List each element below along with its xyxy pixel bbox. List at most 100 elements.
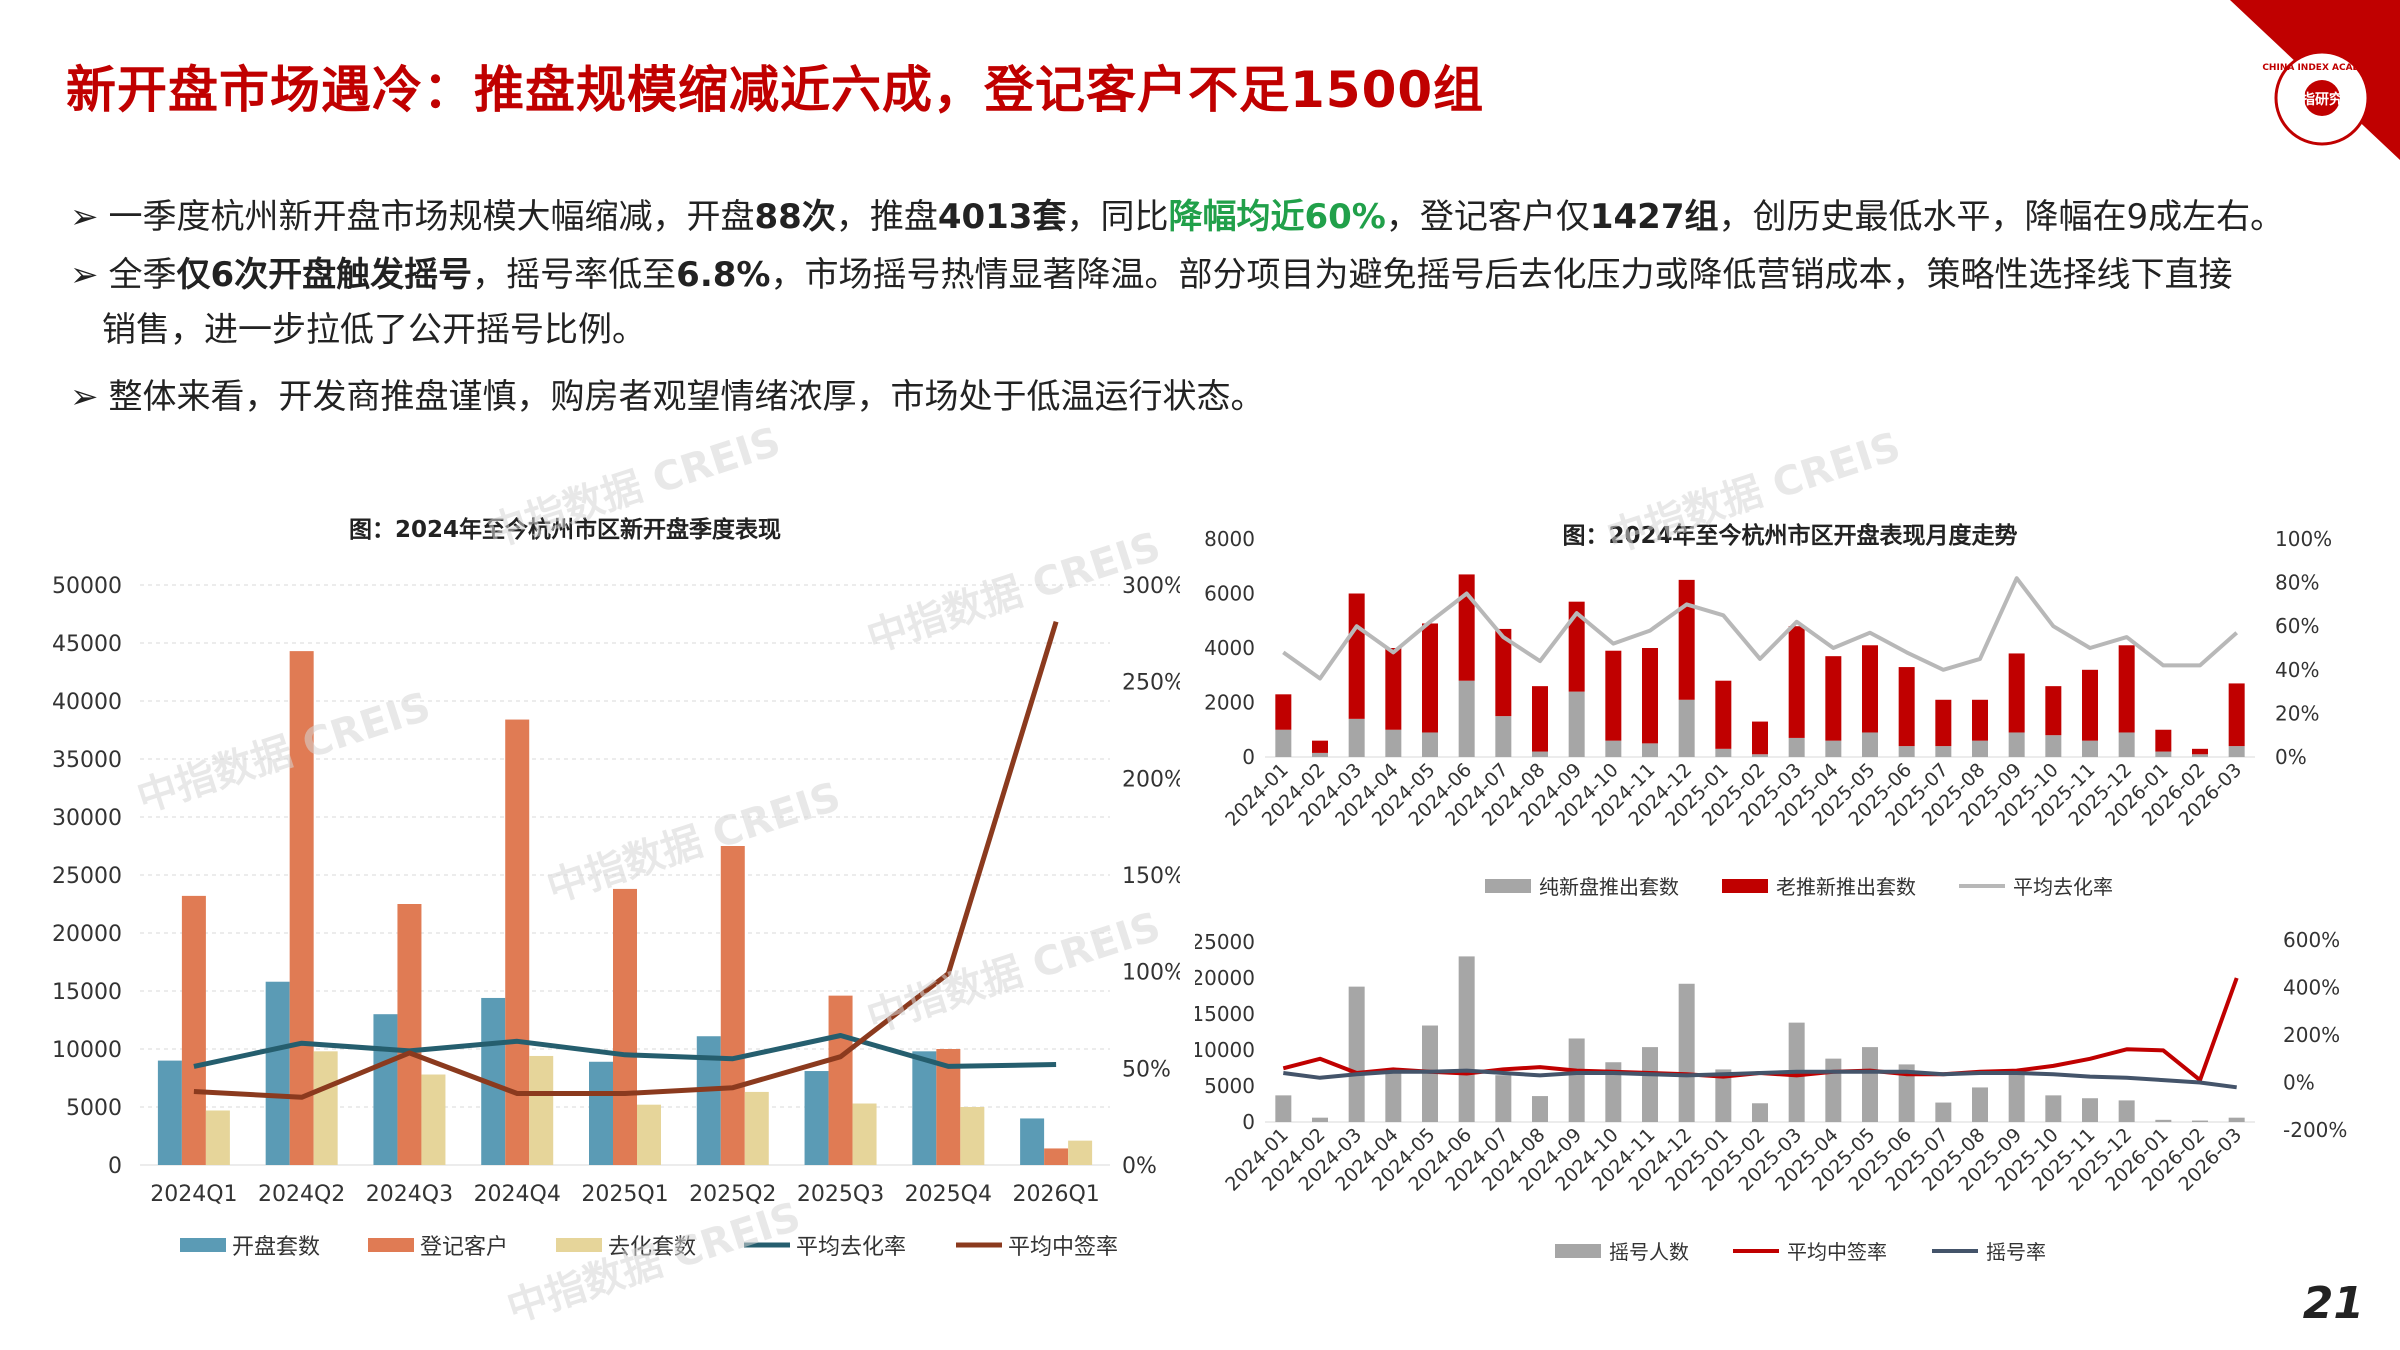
bar-摇号人数: [1568, 1038, 1585, 1122]
bar-开盘套数: [804, 1071, 829, 1165]
bar-纯新盘推出套数: [2045, 735, 2062, 757]
x-tick-label: 2025Q3: [797, 1182, 884, 1207]
bar-纯新盘推出套数: [1495, 716, 1512, 757]
bar-纯新盘推出套数: [1678, 699, 1695, 757]
bar-摇号人数: [1972, 1087, 1988, 1122]
bar-纯新盘推出套数: [1715, 748, 1732, 757]
bar-登记客户: [397, 904, 422, 1165]
bar-老推新推出套数: [1825, 656, 1842, 741]
y-tick-label: 4000: [1204, 636, 1255, 660]
bar-老推新推出套数: [1898, 667, 1915, 747]
bar-老推新推出套数: [1568, 601, 1585, 692]
legend-label: 摇号人数: [1609, 1240, 1689, 1264]
y2-tick-label: 600%: [2283, 928, 2340, 952]
y2-tick-label: 80%: [2275, 571, 2319, 595]
legend-label: 平均去化率: [2013, 875, 2113, 899]
legend-label: 平均中签率: [1787, 1240, 1887, 1264]
bar-老推新推出套数: [2228, 683, 2245, 747]
line-平均去化率: [193, 1033, 1057, 1069]
bar-老推新推出套数: [2045, 686, 2062, 736]
x-tick-label: 2025Q2: [689, 1182, 776, 1207]
bullet-3: ➢ 整体来看，开发商推盘谨慎，购房者观望情绪浓厚，市场处于低温运行状态。: [70, 377, 1265, 417]
bar-去化套数: [1068, 1140, 1093, 1165]
bar-老推新推出套数: [1752, 721, 1768, 755]
y2-tick-label: 50%: [1122, 1057, 1171, 1082]
y2-tick-label: 60%: [2275, 614, 2319, 638]
y-tick-label: 10000: [52, 1038, 122, 1063]
bar-老推新推出套数: [2155, 729, 2172, 752]
bar-纯新盘推出套数: [1825, 740, 1842, 757]
y-tick-label: 25000: [52, 864, 122, 889]
y-tick-label: 20000: [1195, 966, 1255, 990]
bar-老推新推出套数: [1972, 699, 1988, 741]
bar-纯新盘推出套数: [1935, 746, 1952, 757]
bar-摇号人数: [2118, 1100, 2135, 1122]
bar-摇号人数: [1642, 1047, 1658, 1122]
bar-摇号人数: [2008, 1071, 2025, 1122]
bar-纯新盘推出套数: [1458, 680, 1475, 757]
legend-label: 开盘套数: [232, 1235, 320, 1260]
x-tick-label: 2025Q1: [581, 1182, 668, 1207]
legend-swatch: [1485, 879, 1531, 893]
bullet-arrow-icon: ➢: [70, 197, 99, 237]
bar-纯新盘推出套数: [1422, 732, 1438, 757]
y2-tick-label: 0%: [1122, 1154, 1157, 1179]
line-平均中签率: [193, 620, 1059, 1100]
bullet-2: ➢ 全季仅6次开盘触发摇号，摇号率低至6.8%，市场摇号热情显著降温。部分项目为避…: [70, 255, 2233, 295]
logo-text-en: CHINA INDEX ACADEMY: [2262, 63, 2382, 73]
y2-tick-label: 200%: [1122, 767, 1180, 792]
y2-tick-label: -200%: [2283, 1118, 2347, 1142]
bar-纯新盘推出套数: [1312, 752, 1328, 757]
x-tick-label: 2025Q4: [905, 1182, 992, 1207]
logo: 中指研究院 CHINA INDEX ACADEMY: [2230, 0, 2400, 160]
bar-去化套数: [852, 1103, 877, 1165]
y-tick-label: 5000: [66, 1096, 122, 1121]
y-tick-label: 25000: [1195, 930, 1255, 954]
bullet-1: ➢ 一季度杭州新开盘市场规模大幅缩减，开盘88次，推盘4013套，同比降幅均近60…: [70, 197, 2285, 237]
line-摇号率: [1283, 1068, 2237, 1090]
bar-开盘套数: [589, 1061, 613, 1165]
bar-老推新推出套数: [2082, 669, 2098, 741]
bar-去化套数: [960, 1107, 985, 1165]
bar-登记客户: [720, 846, 745, 1165]
y2-tick-label: 400%: [2283, 976, 2340, 1000]
chart-quarterly: 图：2024年至今杭州市区新开盘季度表现 0 5000 10000 15000 20000…: [52, 516, 1180, 1260]
y2-tick-label: 20%: [2275, 701, 2319, 725]
legend-label: 平均中签率: [1008, 1235, 1118, 1260]
bar-摇号人数: [1862, 1047, 1878, 1122]
bar-摇号人数: [1605, 1062, 1622, 1122]
bar-去化套数: [313, 1051, 338, 1165]
y-tick-label: 15000: [1195, 1002, 1255, 1026]
bar-老推新推出套数: [1715, 680, 1732, 749]
page-title: 新开盘市场遇冷：推盘规模缩减近六成，登记客户不足1500组: [66, 61, 1485, 119]
bar-摇号人数: [2228, 1117, 2245, 1122]
y2-tick-label: 300%: [1122, 574, 1180, 599]
line-平均去化率: [1282, 576, 2239, 681]
bar-摇号人数: [1935, 1102, 1952, 1122]
legend-swatch: [1722, 879, 1768, 893]
bar-纯新盘推出套数: [1642, 743, 1658, 757]
bullet-arrow-icon: ➢: [70, 377, 99, 417]
bar-老推新推出套数: [1605, 650, 1622, 741]
y-tick-label: 5000: [1204, 1074, 1255, 1098]
bar-摇号人数: [1825, 1058, 1842, 1122]
y2-tick-label: 40%: [2275, 658, 2319, 682]
legend-label: 摇号率: [1986, 1240, 2046, 1264]
bar-摇号人数: [2082, 1098, 2098, 1122]
bar-老推新推出套数: [1422, 623, 1438, 733]
legend-label: 老推新推出套数: [1776, 875, 1916, 899]
bar-登记客户: [181, 895, 206, 1165]
bar-老推新推出套数: [1495, 628, 1512, 717]
y2-tick-label: 100%: [2275, 527, 2332, 551]
y2-tick-label: 100%: [1122, 961, 1180, 986]
bar-老推新推出套数: [1458, 574, 1475, 681]
chart-title: 图：2024年至今杭州市区开盘表现月度走势: [1562, 522, 2017, 549]
bar-纯新盘推出套数: [1862, 732, 1878, 757]
legend-label: 去化套数: [608, 1235, 696, 1260]
x-tick-label: 2024Q3: [366, 1182, 453, 1207]
chart-title: 图：2024年至今杭州市区新开盘季度表现: [349, 516, 781, 543]
bar-纯新盘推出套数: [1532, 751, 1548, 757]
bar-摇号人数: [1715, 1069, 1732, 1122]
bar-纯新盘推出套数: [1972, 740, 1988, 757]
y-tick-label: 10000: [1195, 1038, 1255, 1062]
